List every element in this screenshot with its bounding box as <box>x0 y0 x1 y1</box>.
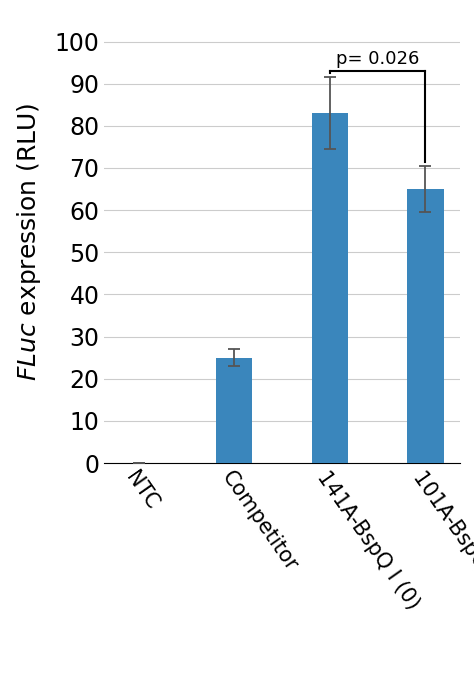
Y-axis label: $\it{FLuc}$ expression (RLU): $\it{FLuc}$ expression (RLU) <box>16 102 44 381</box>
Bar <box>312 113 348 463</box>
Bar <box>407 189 444 463</box>
Text: p= 0.026: p= 0.026 <box>336 50 419 67</box>
Bar <box>216 358 252 463</box>
